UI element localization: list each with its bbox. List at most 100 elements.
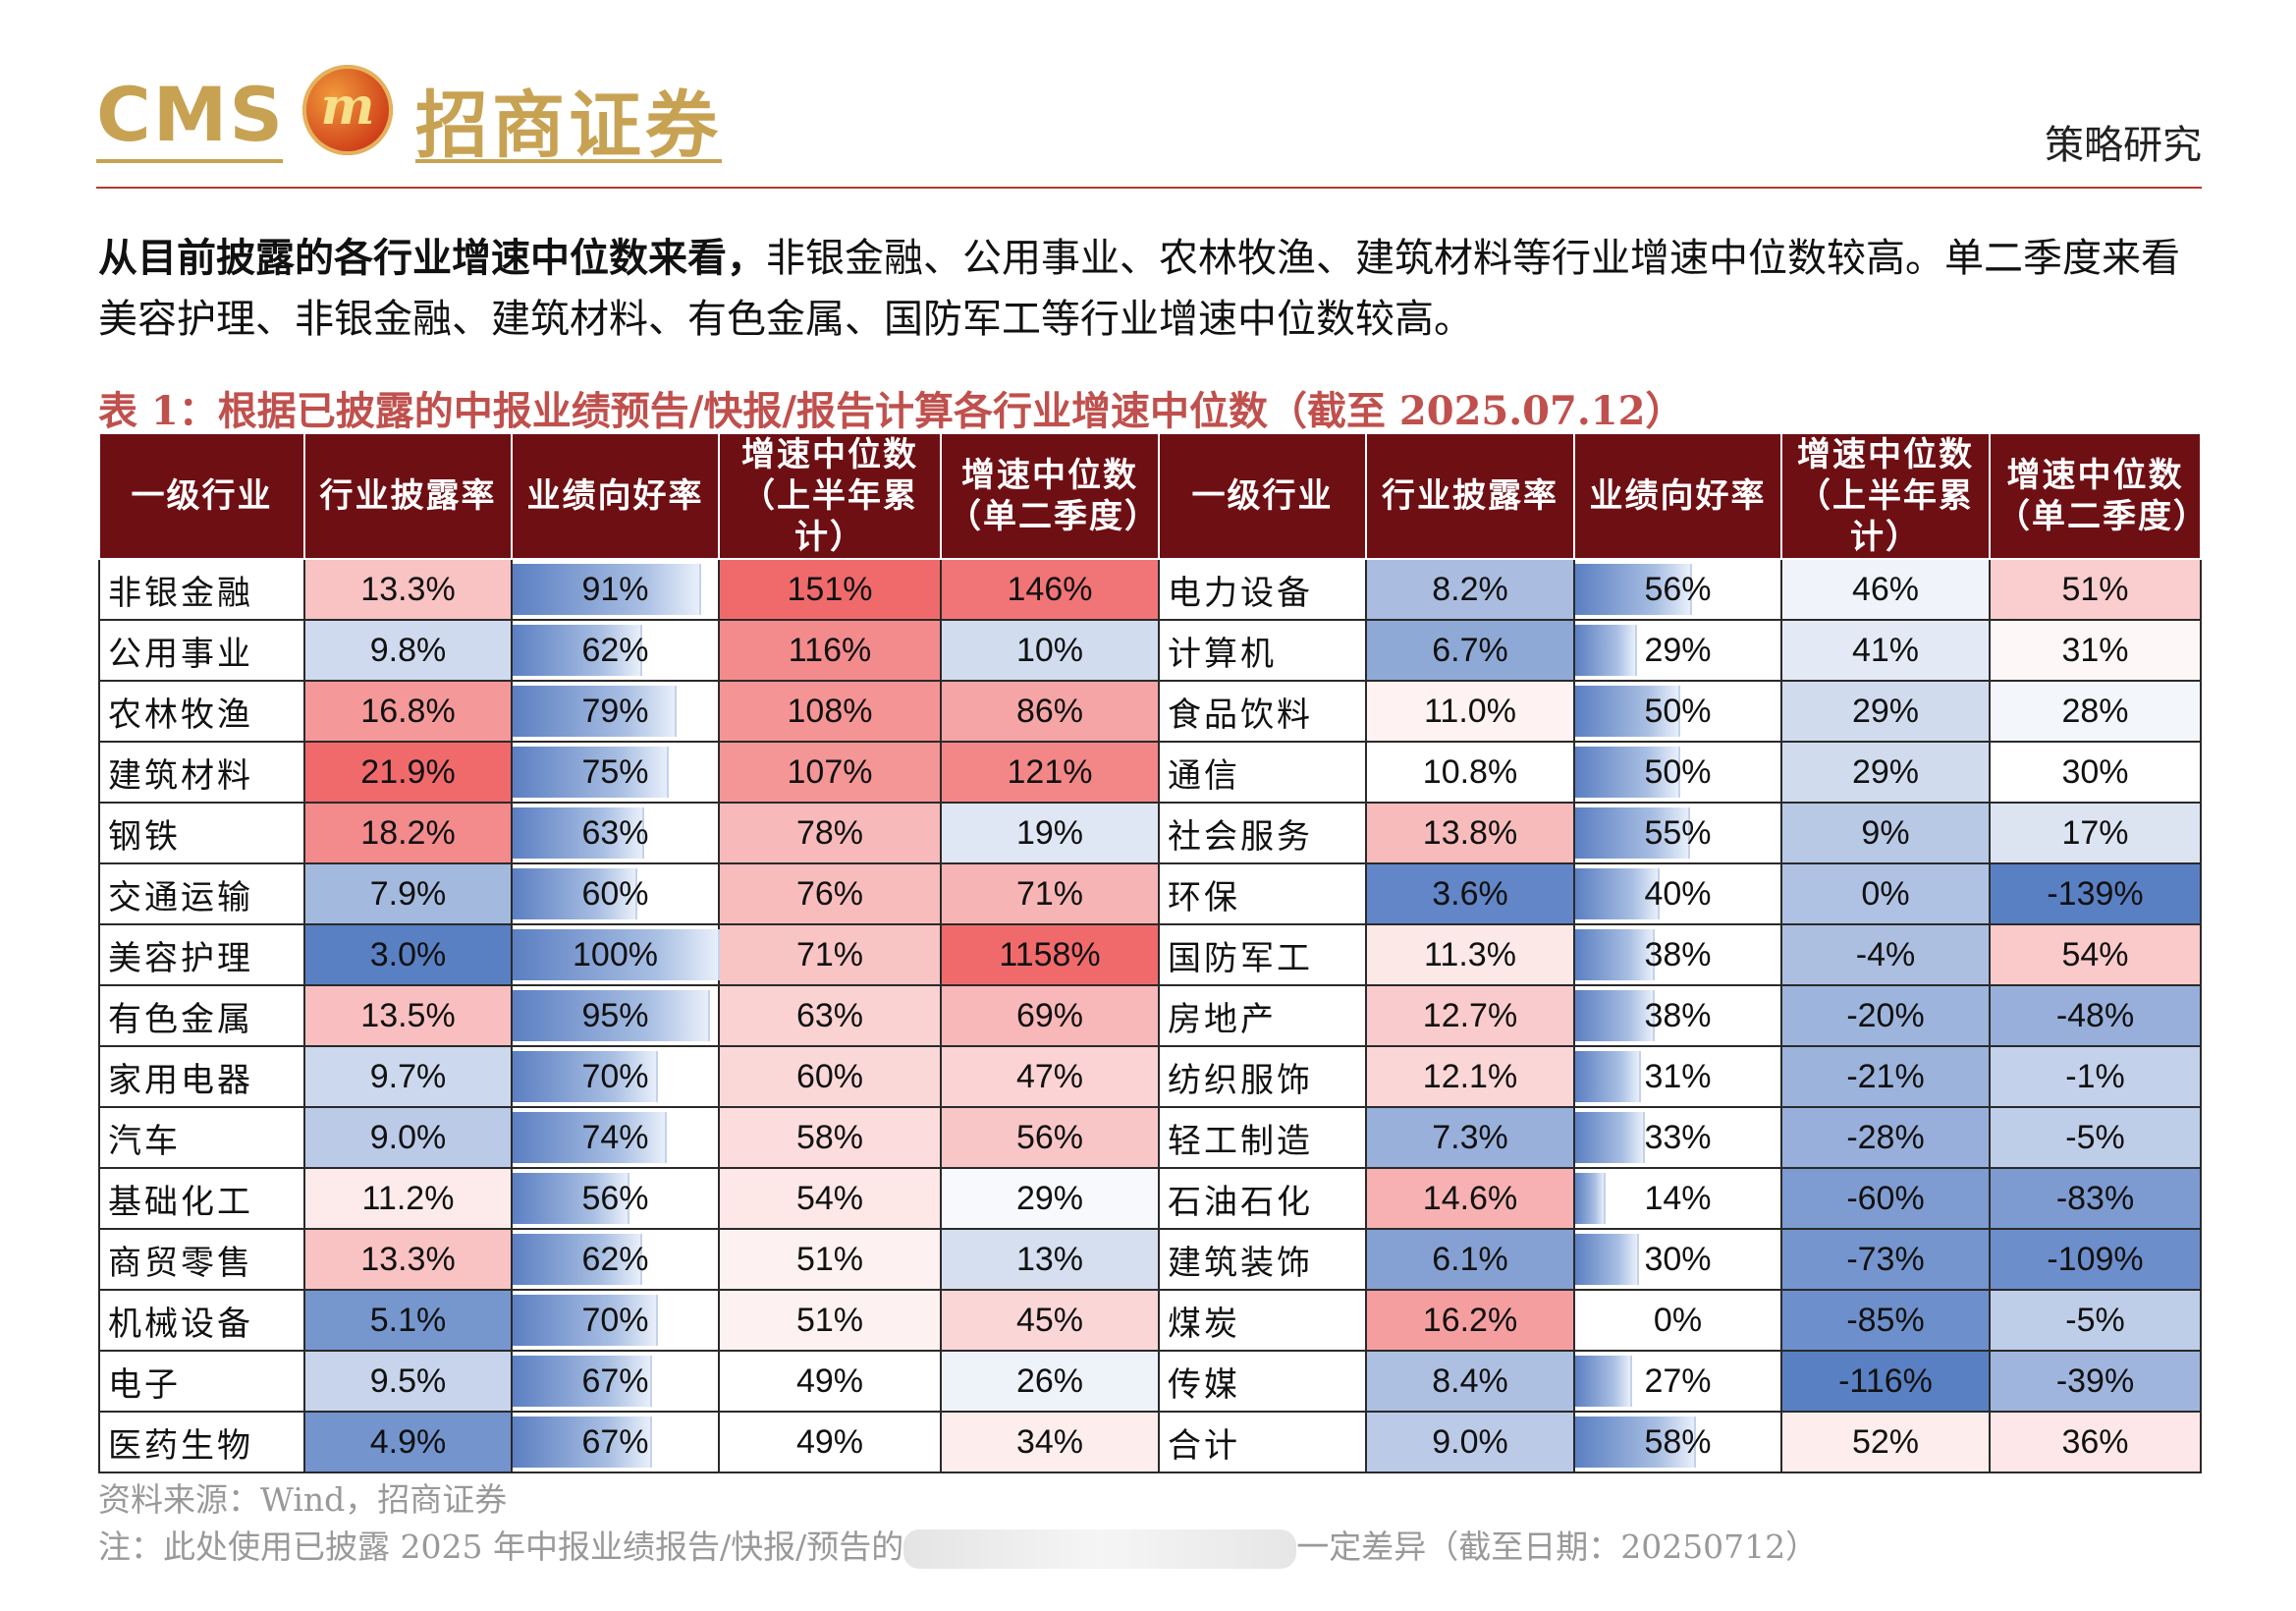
- q2-growth-median-cell: 10%: [940, 619, 1160, 682]
- data-bar: [513, 625, 642, 676]
- data-bar: [513, 1417, 653, 1468]
- improve-rate-value: 33%: [1644, 1118, 1712, 1156]
- h1-growth-median-cell: 107%: [718, 741, 942, 804]
- q2-growth-median-cell: -48%: [1989, 984, 2202, 1047]
- disclosure-rate-cell: 5.1%: [303, 1289, 513, 1352]
- disclosure-rate-cell: 7.3%: [1365, 1106, 1575, 1169]
- disclosure-rate-cell: 6.1%: [1365, 1228, 1575, 1291]
- data-bar: [1575, 1051, 1641, 1102]
- disclosure-rate-cell: 8.4%: [1365, 1350, 1575, 1413]
- paragraph-body: 非银金融、公用事业、农林牧渔、建筑材料等行业增速中位数较高。单二季度来看美容护理…: [98, 236, 2180, 342]
- improve-rate-cell: 0%: [1573, 1289, 1782, 1352]
- improve-rate-cell: 56%: [1573, 558, 1782, 621]
- improve-rate-cell: 100%: [511, 923, 720, 986]
- improve-rate-value: 14%: [1644, 1179, 1712, 1217]
- data-bar: [1575, 1356, 1633, 1407]
- data-bar: [1575, 747, 1680, 798]
- header-divider: [96, 187, 2202, 189]
- h1-growth-median-cell: 58%: [718, 1106, 942, 1169]
- table-row: 美容护理 3.0% 100% 71% 1158% 国防军工 11.3% 38% -4% 54%: [98, 923, 2202, 986]
- improve-rate-value: 79%: [581, 692, 649, 730]
- industry-name-cell: 社会服务: [1158, 802, 1367, 864]
- h1-growth-median-cell: 151%: [718, 558, 942, 621]
- q2-growth-median-cell: 17%: [1989, 802, 2202, 864]
- q2-growth-median-cell: 71%: [940, 862, 1160, 925]
- h1-growth-median-cell: 49%: [718, 1411, 942, 1473]
- table-row: 有色金属 13.5% 95% 63% 69% 房地产 12.7% 38% -20% -48%: [98, 984, 2202, 1047]
- data-bar: [513, 807, 644, 859]
- q2-growth-median-cell: 54%: [1989, 923, 2202, 986]
- col-header: 增速中位数（单二季度）: [940, 432, 1160, 560]
- q2-growth-median-cell: 30%: [1989, 741, 2202, 804]
- h1-growth-median-cell: 49%: [718, 1350, 942, 1413]
- col-header: 行业披露率: [1365, 432, 1575, 560]
- disclosure-rate-cell: 4.9%: [303, 1411, 513, 1473]
- disclosure-rate-cell: 13.3%: [303, 1228, 513, 1291]
- col-header: 行业披露率: [303, 432, 513, 560]
- industry-name-cell: 建筑装饰: [1158, 1228, 1367, 1291]
- q2-growth-median-cell: -5%: [1989, 1289, 2202, 1352]
- industry-name-cell: 传媒: [1158, 1350, 1367, 1413]
- industry-name-cell: 合计: [1158, 1411, 1367, 1473]
- data-bar: [1575, 1112, 1645, 1163]
- improve-rate-value: 55%: [1644, 813, 1712, 852]
- industry-name-cell: 煤炭: [1158, 1289, 1367, 1352]
- improve-rate-cell: 70%: [511, 1045, 720, 1108]
- industry-name-cell: 交通运输: [98, 862, 305, 925]
- data-bar: [513, 1234, 642, 1285]
- h1-growth-median-cell: 52%: [1780, 1411, 1991, 1473]
- industry-name-cell: 计算机: [1158, 619, 1367, 682]
- h1-growth-median-cell: 76%: [718, 862, 942, 925]
- industry-name-cell: 石油石化: [1158, 1167, 1367, 1230]
- improve-rate-cell: 55%: [1573, 802, 1782, 864]
- improve-rate-value: 27%: [1644, 1361, 1712, 1400]
- h1-growth-median-cell: 0%: [1780, 862, 1991, 925]
- disclosure-rate-cell: 9.8%: [303, 619, 513, 682]
- h1-growth-median-cell: 116%: [718, 619, 942, 682]
- improve-rate-value: 58%: [1644, 1422, 1712, 1461]
- col-header: 增速中位数（上半年累计）: [718, 432, 942, 560]
- q2-growth-median-cell: 31%: [1989, 619, 2202, 682]
- industry-name-cell: 机械设备: [98, 1289, 305, 1352]
- paragraph-lead: 从目前披露的各行业增速中位数来看，: [98, 235, 766, 281]
- footnote-end: 一定差异（截至日期：20250712）: [1296, 1528, 1819, 1566]
- h1-growth-median-cell: 46%: [1780, 558, 1991, 621]
- q2-growth-median-cell: -5%: [1989, 1106, 2202, 1169]
- summary-paragraph: 从目前披露的各行业增速中位数来看，非银金融、公用事业、农林牧渔、建筑材料等行业增…: [98, 228, 2200, 350]
- table-row: 交通运输 7.9% 60% 76% 71% 环保 3.6% 40% 0% -139%: [98, 862, 2202, 925]
- footnote-start: 注：此处使用已披露 2025 年中报业绩报告/快报/预告的: [98, 1528, 904, 1566]
- logo-badge-icon: m: [302, 65, 393, 155]
- industry-name-cell: 建筑材料: [98, 741, 305, 804]
- disclosure-rate-cell: 3.0%: [303, 923, 513, 986]
- data-bar: [513, 1356, 653, 1407]
- q2-growth-median-cell: 26%: [940, 1350, 1160, 1413]
- table-header-row: 一级行业 行业披露率 业绩向好率 增速中位数（上半年累计） 增速中位数（单二季度…: [98, 432, 2207, 560]
- improve-rate-value: 31%: [1644, 1057, 1712, 1095]
- improve-rate-value: 40%: [1644, 874, 1712, 913]
- table-row: 家用电器 9.7% 70% 60% 47% 纺织服饰 12.1% 31% -21% -1%: [98, 1045, 2202, 1108]
- industry-name-cell: 轻工制造: [1158, 1106, 1367, 1169]
- improve-rate-cell: 33%: [1573, 1106, 1782, 1169]
- improve-rate-value: 62%: [581, 631, 649, 669]
- disclosure-rate-cell: 13.5%: [303, 984, 513, 1047]
- improve-rate-cell: 62%: [511, 619, 720, 682]
- data-bar: [1575, 625, 1637, 676]
- h1-growth-median-cell: 51%: [718, 1289, 942, 1352]
- q2-growth-median-cell: 86%: [940, 680, 1160, 743]
- industry-name-cell: 食品饮料: [1158, 680, 1367, 743]
- logo-underline: [96, 159, 283, 163]
- improve-rate-value: 38%: [1644, 935, 1712, 973]
- improve-rate-value: 38%: [1644, 996, 1712, 1034]
- data-bar: [513, 990, 710, 1041]
- improve-rate-value: 29%: [1644, 631, 1712, 669]
- col-header: 一级行业: [98, 432, 305, 560]
- col-header: 增速中位数（单二季度）: [1989, 432, 2207, 560]
- improve-rate-cell: 95%: [511, 984, 720, 1047]
- q2-growth-median-cell: 51%: [1989, 558, 2202, 621]
- data-bar: [1575, 807, 1690, 859]
- improve-rate-cell: 91%: [511, 558, 720, 621]
- footnote: 注：此处使用已披露 2025 年中报业绩报告/快报/预告的 一定差异（截至日期：2…: [98, 1521, 1818, 1569]
- improve-rate-value: 75%: [581, 752, 649, 791]
- q2-growth-median-cell: 146%: [940, 558, 1160, 621]
- improve-rate-value: 62%: [581, 1240, 649, 1278]
